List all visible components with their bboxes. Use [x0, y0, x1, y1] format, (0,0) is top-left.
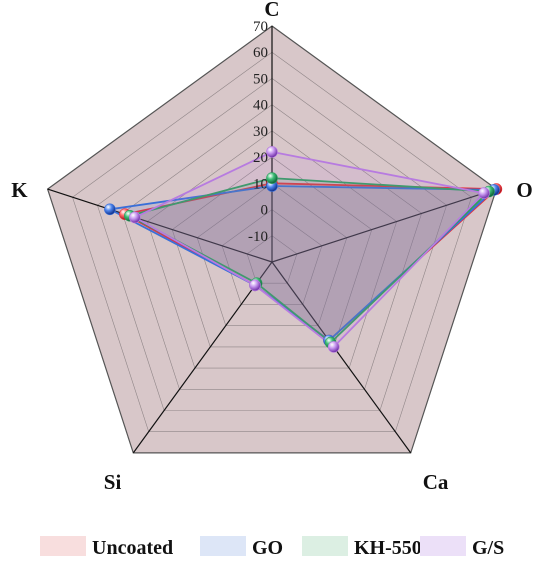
- axis-line-ca: [271, 261, 412, 454]
- grid-ring: [196, 182, 348, 326]
- grid-ring: [72, 51, 472, 433]
- tick-label: 40: [253, 98, 268, 114]
- grid-ring: [122, 104, 422, 390]
- radar-axes: [47, 26, 497, 454]
- grid-ring: [171, 156, 373, 348]
- series-area-g-s: [133, 150, 485, 348]
- radial-tick-labels: -10 0 10 20 30 40 50 60 70: [248, 19, 268, 245]
- tick-label: 20: [253, 150, 268, 166]
- data-point-go-k: [104, 203, 116, 216]
- axis-label-c: C: [264, 0, 279, 21]
- data-point-g-s-si: [249, 279, 261, 292]
- data-point-g-s-k: [129, 211, 141, 224]
- legend-label-g-s: G/S: [472, 537, 504, 559]
- legend-label-go: GO: [252, 537, 283, 559]
- axis-label-k: K: [11, 178, 28, 202]
- legend: Uncoated GO KH-550 G/S: [40, 536, 504, 559]
- series-areas: [109, 150, 498, 348]
- tick-label: 10: [253, 176, 268, 192]
- data-point-g-s-c: [266, 146, 278, 158]
- series-area-kh-550: [128, 177, 490, 344]
- radar-grid: [72, 51, 472, 433]
- tick-label: 30: [253, 124, 268, 140]
- tick-label: -10: [248, 229, 268, 245]
- axis-label-si: Si: [104, 470, 122, 494]
- legend-label-kh-550: KH-550: [354, 537, 422, 559]
- legend-swatch-kh-550: [302, 536, 348, 556]
- grid-ring: [221, 209, 323, 305]
- tick-label: 50: [253, 71, 268, 87]
- data-point-kh-550-c: [266, 172, 278, 184]
- axis-line-si: [132, 261, 273, 454]
- tick-label: 60: [253, 45, 268, 61]
- axis-line-k: [47, 188, 273, 263]
- legend-swatch-g-s: [420, 536, 466, 556]
- legend-swatch-uncoated: [40, 536, 86, 556]
- tick-label: 0: [261, 203, 269, 219]
- data-point-g-s-o: [478, 187, 490, 199]
- tick-label: 70: [253, 19, 268, 35]
- axis-line-o: [271, 188, 497, 263]
- data-point-g-s-ca: [327, 341, 340, 353]
- legend-swatch-go: [200, 536, 246, 556]
- axis-label-ca: Ca: [423, 470, 449, 494]
- legend-label-uncoated: Uncoated: [92, 537, 173, 559]
- axis-labels: C O Ca Si K: [11, 0, 532, 494]
- series-markers: [104, 146, 503, 353]
- axis-label-o: O: [516, 178, 532, 202]
- grid-ring: [97, 78, 447, 411]
- grid-ring: [246, 235, 298, 284]
